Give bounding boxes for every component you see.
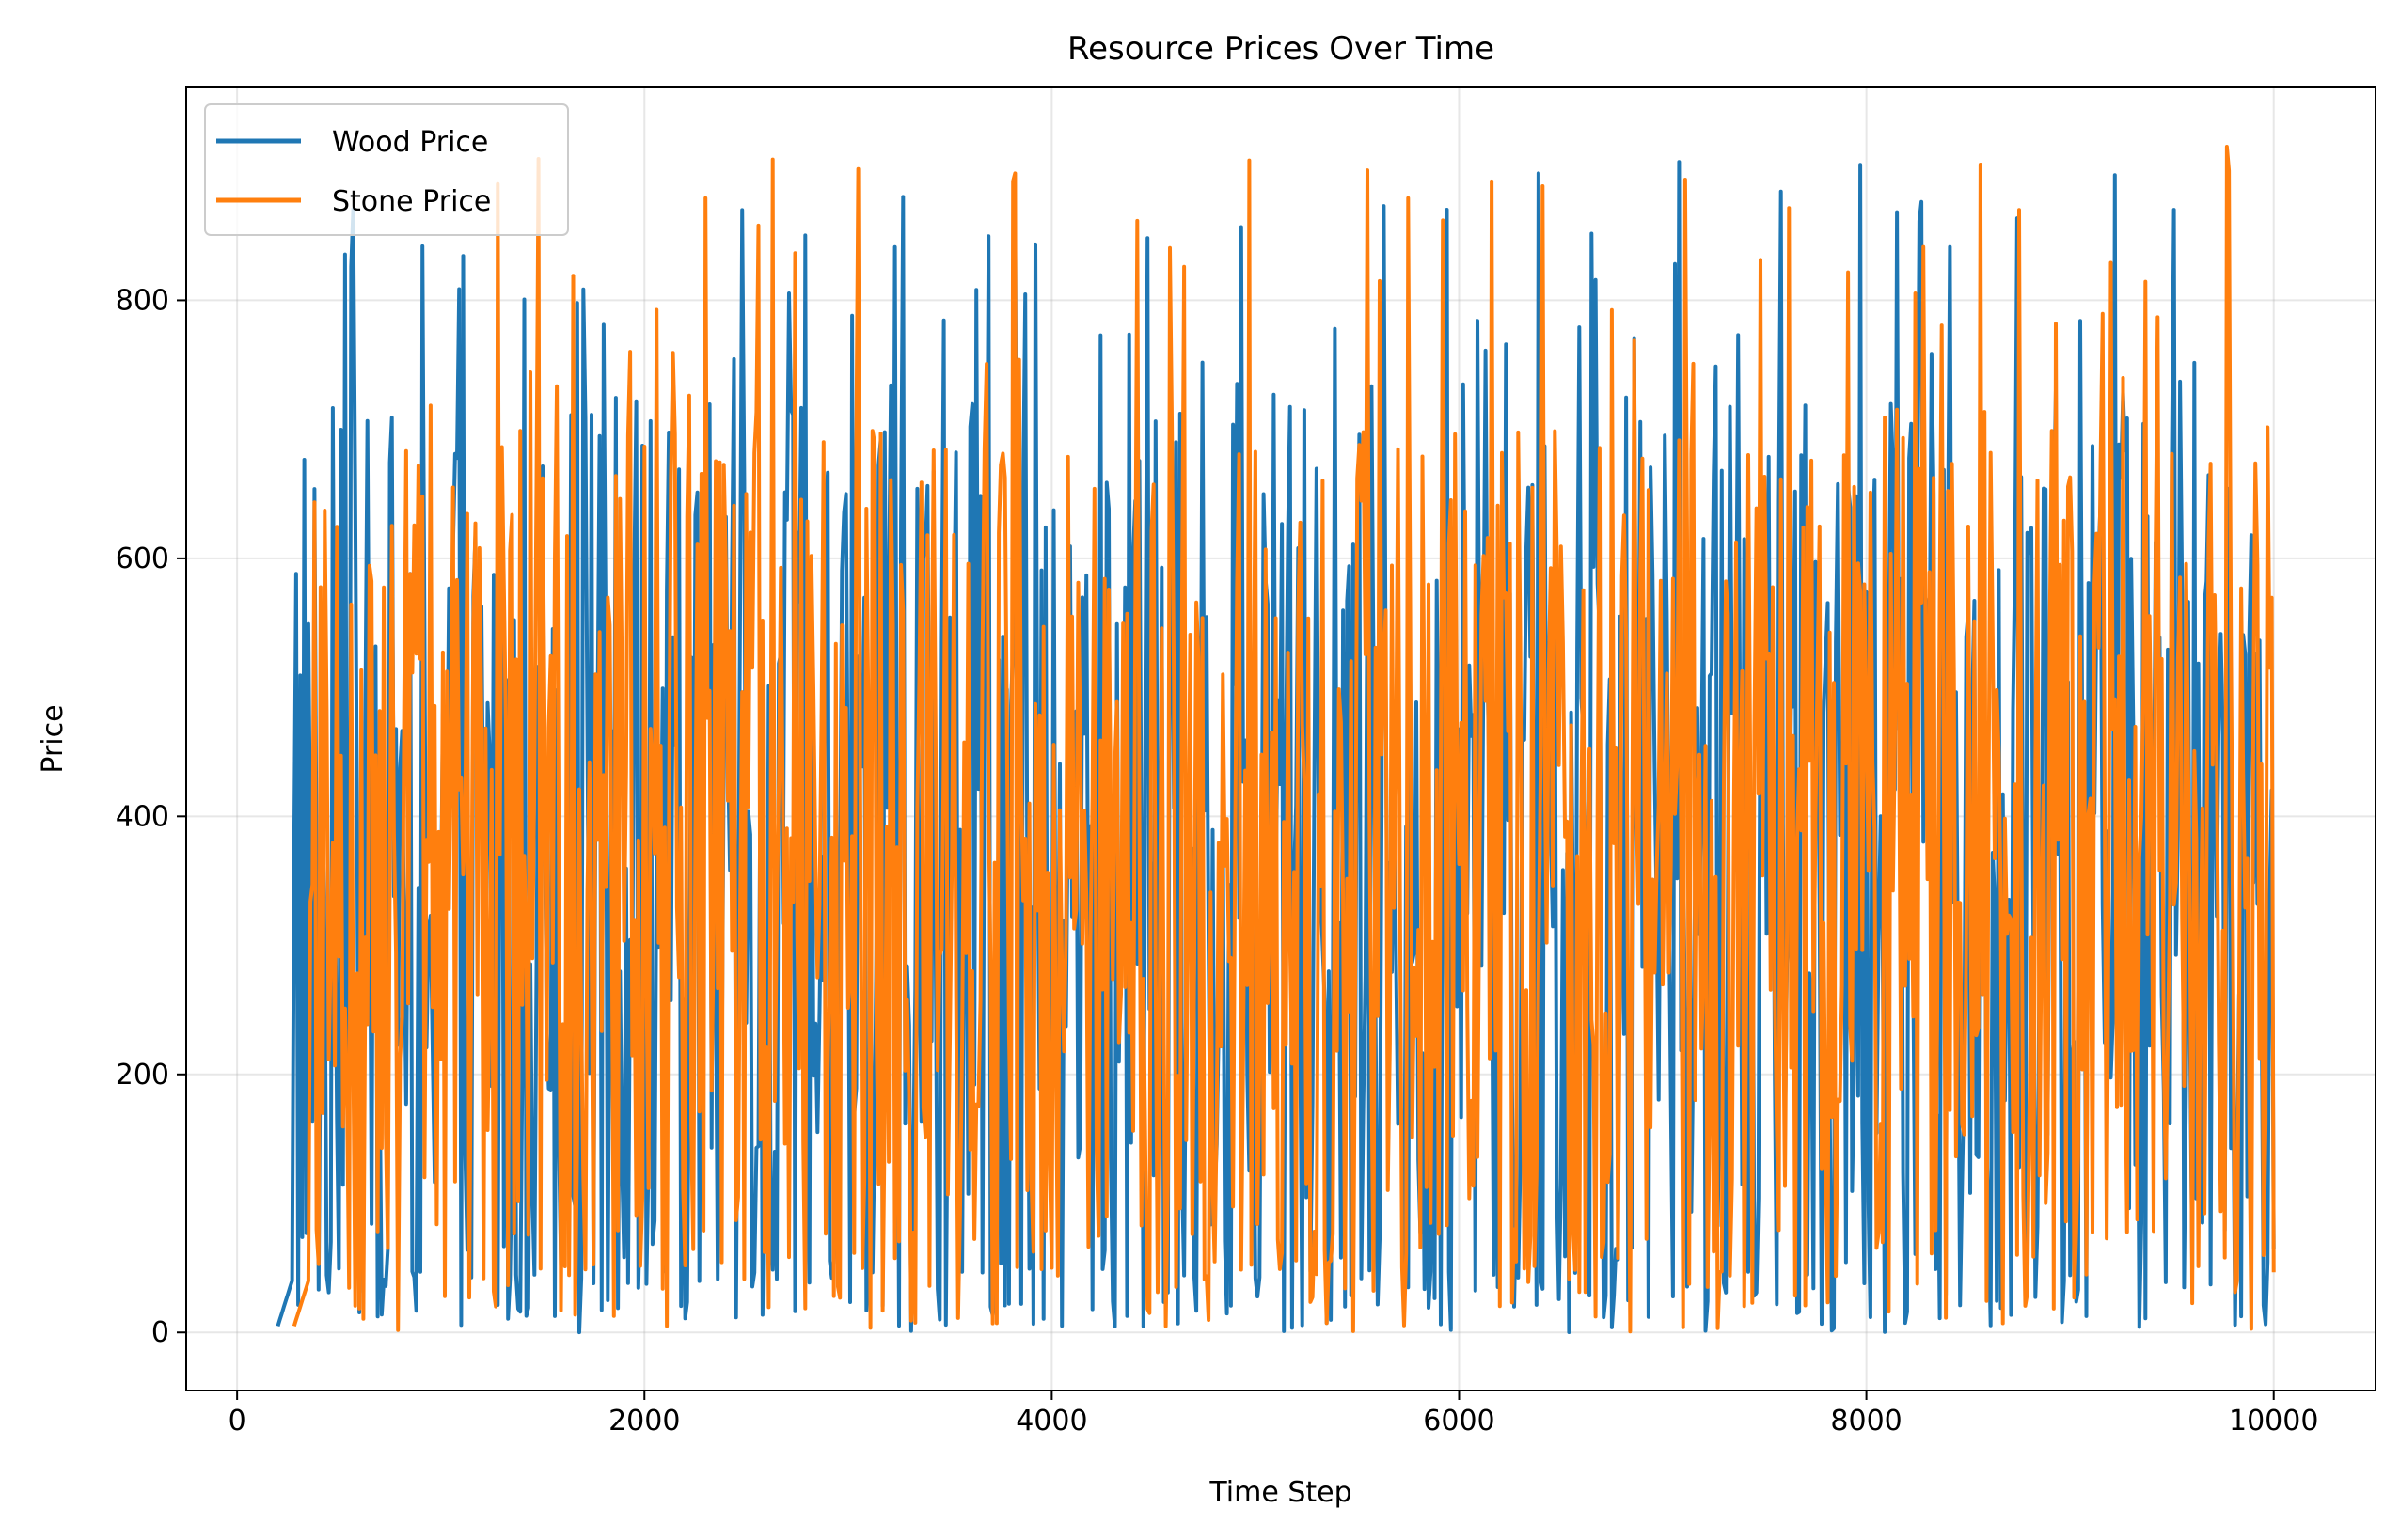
- x-tick-label: 8000: [1830, 1405, 1902, 1438]
- chart-title: Resource Prices Over Time: [1067, 30, 1494, 68]
- x-tick-label: 2000: [608, 1405, 680, 1438]
- plot-frame: [185, 86, 2376, 1391]
- x-tick-label: 10000: [2229, 1405, 2318, 1438]
- y-tick-label: 200: [116, 1059, 169, 1092]
- y-tick-label: 600: [116, 542, 169, 575]
- x-tick-label: 4000: [1016, 1405, 1087, 1438]
- x-axis: 0 2000 4000 6000 8000 10000: [229, 1391, 2318, 1438]
- y-tick-label: 800: [116, 284, 169, 317]
- legend: Wood Price Stone Price: [204, 103, 569, 236]
- y-tick-label: 0: [151, 1316, 169, 1349]
- stone-price-line: [292, 145, 2276, 1334]
- legend-label-stone: Stone Price: [332, 185, 491, 218]
- legend-label-wood: Wood Price: [332, 126, 488, 159]
- x-tick-label: 6000: [1423, 1405, 1494, 1438]
- y-axis: 0 200 400 600 800: [116, 284, 186, 1349]
- x-tick-label: 0: [229, 1405, 246, 1438]
- y-axis-label: Price: [37, 704, 70, 773]
- series-layer: [276, 145, 2276, 1335]
- y-tick-label: 400: [116, 800, 169, 833]
- x-axis-label: Time Step: [1208, 1476, 1351, 1509]
